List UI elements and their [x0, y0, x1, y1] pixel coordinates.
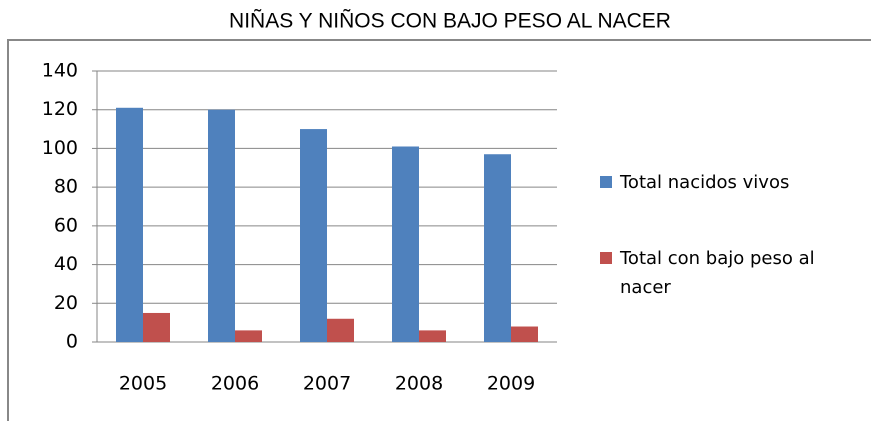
legend-swatch	[600, 252, 612, 264]
legend-swatch	[600, 176, 612, 188]
y-tick-label: 140	[42, 60, 78, 82]
chart-title: NIÑAS Y NIÑOS CON BAJO PESO AL NACER	[229, 9, 671, 33]
x-tick-label: 2005	[119, 373, 167, 395]
legend-item: Total con bajo peso al nacer	[600, 244, 830, 302]
chart-frame	[7, 39, 871, 421]
x-tick-label: 2006	[211, 373, 259, 395]
x-tick-label: 2007	[303, 373, 351, 395]
bar	[327, 318, 354, 342]
bar	[419, 330, 446, 342]
bar	[392, 146, 419, 342]
y-tick-label: 120	[42, 98, 78, 120]
bar	[300, 129, 327, 342]
y-tick-label: 80	[54, 176, 78, 198]
x-tick-label: 2008	[395, 373, 443, 395]
legend-label: Total con bajo peso al nacer	[620, 248, 815, 298]
bar	[116, 107, 143, 343]
y-tick-label: 100	[42, 137, 78, 159]
legend-item: Total nacidos vivos	[600, 168, 830, 197]
y-tick-label: 40	[54, 253, 78, 275]
bar	[511, 326, 538, 342]
bar	[143, 312, 170, 342]
x-tick-label: 2009	[487, 373, 535, 395]
legend-label: Total nacidos vivos	[620, 172, 790, 193]
y-tick-label: 20	[54, 292, 78, 314]
bar	[484, 154, 511, 342]
bar	[235, 330, 262, 342]
y-tick-label: 0	[66, 331, 78, 353]
y-tick-label: 60	[54, 214, 78, 236]
bar	[208, 109, 235, 342]
